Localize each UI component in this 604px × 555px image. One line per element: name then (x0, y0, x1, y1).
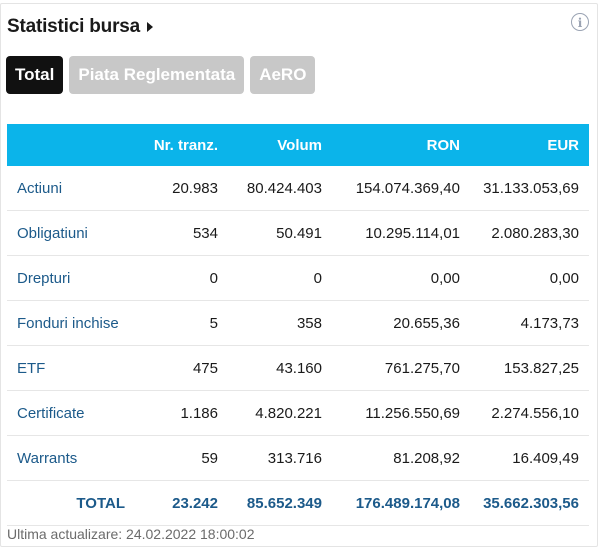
last-update-text: Ultima actualizare: 24.02.2022 18:00:02 (7, 526, 255, 542)
cell-eur: 16.409,49 (470, 435, 589, 481)
page-title: Statistici bursa (7, 16, 141, 37)
table-row: Actiuni 20.983 80.424.403 154.074.369,40… (7, 166, 589, 211)
column-header-tranz: Nr. tranz. (135, 124, 228, 166)
row-name-link[interactable]: Drepturi (7, 255, 135, 301)
table-row: Warrants 59 313.716 81.208,92 16.409,49 (7, 435, 589, 481)
table-row: Fonduri inchise 5 358 20.655,36 4.173,73 (7, 300, 589, 346)
cell-tranz: 0 (135, 255, 228, 301)
cell-ron: 761.275,70 (332, 345, 470, 391)
cell-tranz: 20.983 (135, 166, 228, 211)
tab-aero[interactable]: AeRO (250, 56, 316, 94)
stats-table: Nr. tranz. Volum RON EUR Actiuni 20.983 … (7, 124, 589, 526)
cell-eur: 0,00 (470, 255, 589, 301)
column-header-volum: Volum (228, 124, 332, 166)
column-header-eur: EUR (470, 124, 589, 166)
cell-volum: 50.491 (228, 210, 332, 256)
cell-tranz: 475 (135, 345, 228, 391)
tab-piata-reglementata[interactable]: Piata Reglementata (69, 56, 245, 94)
title-link[interactable]: Statistici bursa (7, 16, 154, 38)
cell-volum: 43.160 (228, 345, 332, 391)
caret-right-icon (147, 22, 154, 32)
cell-eur: 31.133.053,69 (470, 166, 589, 211)
row-name-link[interactable]: Warrants (7, 435, 135, 481)
cell-ron: 10.295.114,01 (332, 210, 470, 256)
info-icon[interactable]: i (571, 13, 589, 31)
row-name-link[interactable]: Certificate (7, 390, 135, 436)
cell-eur: 2.274.556,10 (470, 390, 589, 436)
cell-ron: 11.256.550,69 (332, 390, 470, 436)
table-row: Drepturi 0 0 0,00 0,00 (7, 255, 589, 301)
cell-volum: 4.820.221 (228, 390, 332, 436)
cell-volum: 80.424.403 (228, 166, 332, 211)
cell-eur: 2.080.283,30 (470, 210, 589, 256)
table-row: ETF 475 43.160 761.275,70 153.827,25 (7, 345, 589, 391)
tab-total[interactable]: Total (6, 56, 64, 94)
total-eur: 35.662.303,56 (470, 480, 589, 526)
total-label: TOTAL (7, 480, 135, 526)
cell-volum: 0 (228, 255, 332, 301)
cell-tranz: 59 (135, 435, 228, 481)
cell-tranz: 5 (135, 300, 228, 346)
total-row: TOTAL 23.242 85.652.349 176.489.174,08 3… (7, 480, 589, 526)
table-row: Certificate 1.186 4.820.221 11.256.550,6… (7, 390, 589, 436)
cell-volum: 358 (228, 300, 332, 346)
cell-ron: 0,00 (332, 255, 470, 301)
total-ron: 176.489.174,08 (332, 480, 470, 526)
table-row: Obligatiuni 534 50.491 10.295.114,01 2.0… (7, 210, 589, 256)
table-header-row: Nr. tranz. Volum RON EUR (7, 124, 589, 166)
total-volum: 85.652.349 (228, 480, 332, 526)
cell-eur: 4.173,73 (470, 300, 589, 346)
row-name-link[interactable]: Obligatiuni (7, 210, 135, 256)
cell-ron: 154.074.369,40 (332, 166, 470, 211)
cell-ron: 81.208,92 (332, 435, 470, 481)
stats-panel: Statistici bursa i Total Piata Reglement… (0, 3, 598, 547)
cell-ron: 20.655,36 (332, 300, 470, 346)
row-name-link[interactable]: Actiuni (7, 166, 135, 211)
column-header-ron: RON (332, 124, 470, 166)
market-tabs: Total Piata Reglementata AeRO (6, 56, 316, 94)
cell-volum: 313.716 (228, 435, 332, 481)
cell-tranz: 534 (135, 210, 228, 256)
total-tranz: 23.242 (135, 480, 228, 526)
cell-eur: 153.827,25 (470, 345, 589, 391)
cell-tranz: 1.186 (135, 390, 228, 436)
row-name-link[interactable]: ETF (7, 345, 135, 391)
column-header-name (7, 124, 135, 166)
row-name-link[interactable]: Fonduri inchise (7, 300, 135, 346)
